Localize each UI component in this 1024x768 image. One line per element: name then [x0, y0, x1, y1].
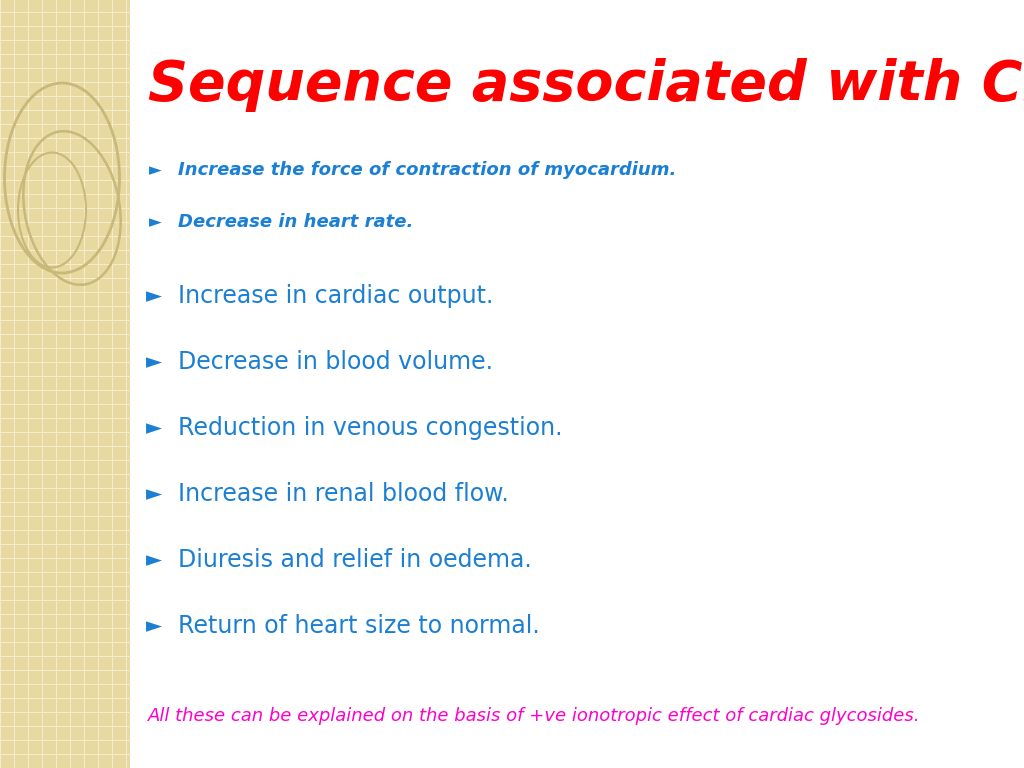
Text: ►: ►	[146, 286, 162, 306]
Text: ►: ►	[146, 484, 162, 504]
Text: ►: ►	[150, 161, 162, 179]
Text: ►: ►	[146, 616, 162, 636]
Text: Decrease in heart rate.: Decrease in heart rate.	[178, 213, 414, 231]
Text: ►: ►	[146, 352, 162, 372]
Text: Increase in cardiac output.: Increase in cardiac output.	[178, 284, 494, 308]
Text: ►: ►	[146, 550, 162, 570]
Text: ►: ►	[150, 213, 162, 231]
Text: Increase in renal blood flow.: Increase in renal blood flow.	[178, 482, 509, 506]
Bar	[0, 0, 130, 768]
Text: All these can be explained on the basis of +ve ionotropic effect of cardiac glyc: All these can be explained on the basis …	[148, 707, 921, 725]
Text: Reduction in venous congestion.: Reduction in venous congestion.	[178, 416, 562, 440]
Text: Increase the force of contraction of myocardium.: Increase the force of contraction of myo…	[178, 161, 677, 179]
Text: ►: ►	[146, 418, 162, 438]
Text: Sequence associated with CHF: Sequence associated with CHF	[148, 58, 1024, 112]
Text: Diuresis and relief in oedema.: Diuresis and relief in oedema.	[178, 548, 531, 572]
Text: Decrease in blood volume.: Decrease in blood volume.	[178, 350, 493, 374]
Text: Return of heart size to normal.: Return of heart size to normal.	[178, 614, 540, 638]
